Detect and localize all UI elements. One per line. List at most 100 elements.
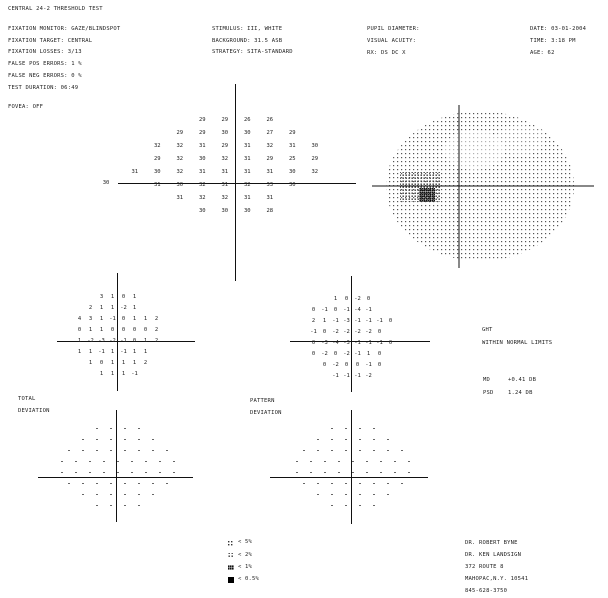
pattern-deviation-value: 0 — [322, 362, 327, 368]
probability-normal-dot — [359, 438, 361, 440]
probability-normal-dot — [110, 482, 112, 484]
total-deviation-value: 1 — [77, 338, 82, 344]
total-deviation-value: 1 — [132, 294, 137, 300]
threshold-value: 32 — [198, 182, 206, 188]
probability-normal-dot — [324, 471, 326, 473]
probability-normal-dot — [166, 482, 168, 484]
probability-normal-dot — [359, 493, 361, 495]
total-deviation-value: -1 — [98, 349, 105, 355]
total-deviation-value: -1 — [109, 316, 116, 322]
pattern-deviation-value: -2 — [343, 351, 350, 357]
total-deviation-value: 2 — [143, 360, 148, 366]
pattern-deviation-value: -2 — [332, 362, 339, 368]
threshold-value: 33 — [266, 182, 274, 188]
probability-normal-dot — [317, 482, 319, 484]
probability-normal-dot — [373, 438, 375, 440]
pattern-deviation-value: 0 — [344, 296, 349, 302]
threshold-value: 30 — [243, 208, 251, 214]
pattern-deviation-value: -1 — [376, 318, 383, 324]
pattern-deviation-value: -1 — [354, 318, 361, 324]
threshold-value: 29 — [266, 156, 274, 162]
total-deviation-value: 1 — [99, 305, 104, 311]
probability-normal-dot — [359, 449, 361, 451]
probability-normal-dot — [110, 438, 112, 440]
total-deviation-value: 1 — [132, 316, 137, 322]
probability-normal-dot — [373, 427, 375, 429]
pattern-deviation-value: -2 — [365, 329, 372, 335]
probability-normal-dot — [103, 460, 105, 462]
probability-normal-dot — [138, 427, 140, 429]
threshold-value: 30 — [198, 208, 206, 214]
strategy: STRATEGY: SITA-STANDARD — [212, 49, 293, 55]
threshold-value: 32 — [221, 195, 229, 201]
probability-normal-dot — [89, 460, 91, 462]
total-deviation-value: 0 — [132, 338, 137, 344]
probability-normal-dot — [352, 471, 354, 473]
threshold-value: 30 — [288, 169, 296, 175]
patient-age: AGE: 62 — [530, 50, 555, 56]
total-deviation-value: 1 — [132, 349, 137, 355]
probability-normal-dot — [317, 493, 319, 495]
probability-normal-dot — [96, 449, 98, 451]
pattern-deviation-value: 0 — [322, 329, 327, 335]
total-deviation-value: 2 — [154, 327, 159, 333]
probability-normal-dot — [110, 427, 112, 429]
probability-normal-dot — [117, 471, 119, 473]
rx: RX: DS DC X — [367, 50, 406, 56]
probability-normal-dot — [310, 471, 312, 473]
threshold-value: 32 — [311, 169, 319, 175]
fovea: FOVEA: OFF — [8, 104, 44, 110]
legend-p1: < 1% — [238, 564, 253, 570]
total-deviation-value: 1 — [143, 349, 148, 355]
pattern-deviation-value: 0 — [377, 351, 382, 357]
total-deviation-value: -2 — [120, 305, 127, 311]
threshold-value: 29 — [176, 130, 184, 136]
threshold-value: 32 — [221, 156, 229, 162]
threshold-value: 30 — [243, 130, 251, 136]
threshold-value: 31 — [243, 143, 251, 149]
pattern-deviation-value: 1 — [333, 296, 338, 302]
total-deviation-value: 1 — [132, 360, 137, 366]
total-deviation-value: 1 — [110, 371, 115, 377]
threshold-value: 31 — [198, 169, 206, 175]
probability-normal-dot — [331, 504, 333, 506]
probability-normal-dot — [75, 460, 77, 462]
pattern-deviation-value: -1 — [365, 340, 372, 346]
address-line-1: DR. ROBERT BYNE — [465, 540, 518, 546]
probability-normal-dot — [373, 504, 375, 506]
pattern-deviation-value: 0 — [311, 351, 316, 357]
false-pos-errors: FALSE POS ERRORS: 1 % — [8, 61, 82, 67]
probability-normal-dot — [345, 482, 347, 484]
tdp-vertical-axis — [116, 410, 117, 522]
probability-normal-dot — [124, 449, 126, 451]
grayscale-blind-spot — [419, 188, 435, 202]
probability-normal-dot — [408, 460, 410, 462]
probability-normal-dot — [152, 438, 154, 440]
probability-normal-dot — [138, 449, 140, 451]
threshold-value: 32 — [153, 143, 161, 149]
threshold-value: 31 — [266, 195, 274, 201]
probability-normal-dot — [331, 482, 333, 484]
md-value: +0.41 DB — [508, 377, 537, 383]
total-deviation-value: 0 — [121, 327, 126, 333]
threshold-value: 32 — [198, 195, 206, 201]
total-deviation-value: 1 — [110, 349, 115, 355]
pattern-deviation-value: -1 — [354, 340, 361, 346]
probability-normal-dot — [387, 493, 389, 495]
tdp-horizontal-axis — [38, 477, 193, 478]
legend-p05: < 0.5% — [238, 576, 260, 582]
threshold-value: 25 — [288, 156, 296, 162]
probability-normal-dot — [96, 427, 98, 429]
probability-normal-dot — [345, 427, 347, 429]
threshold-value: 30 — [221, 208, 229, 214]
threshold-value: 29 — [198, 117, 206, 123]
pattern-deviation-value: -1 — [376, 340, 383, 346]
probability-normal-dot — [68, 449, 70, 451]
threshold-value: 31 — [221, 182, 229, 188]
address-line-5: 845-628-3750 — [465, 588, 508, 594]
pattern-deviation-value: 0 — [355, 362, 360, 368]
pattern-deviation-value: 0 — [311, 340, 316, 346]
threshold-value: 30 — [311, 143, 319, 149]
pattern-deviation-value: -1 — [310, 329, 317, 335]
